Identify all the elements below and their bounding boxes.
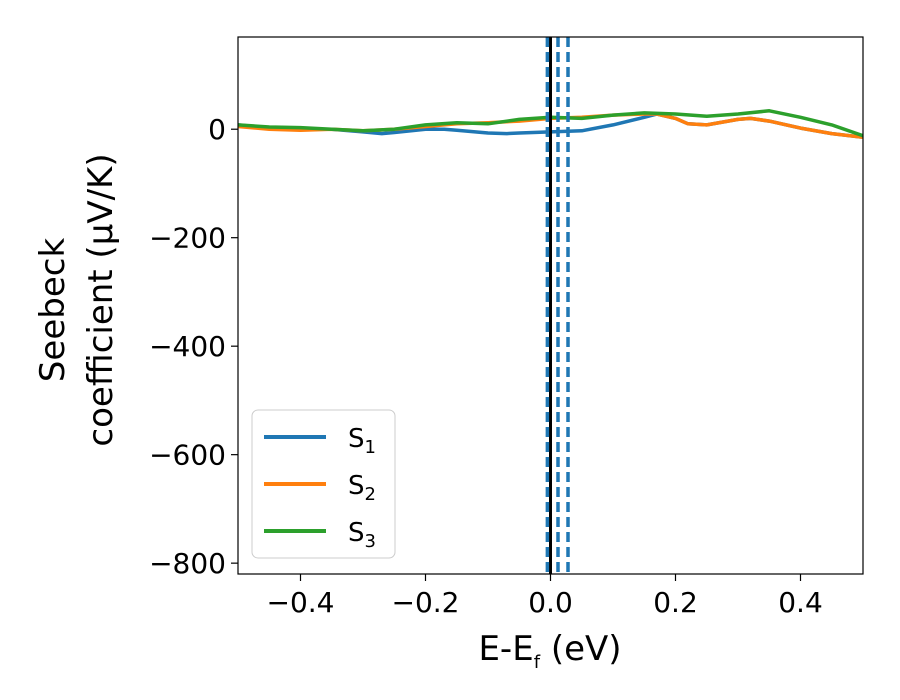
x-axis-label: E-Ef (eV) <box>478 629 621 673</box>
y-axis-label: Seebeck coefficient (μV/K) <box>33 153 121 446</box>
y-tick-label: −600 <box>149 439 226 472</box>
y-axis-label-line2: coefficient (μV/K) <box>81 153 121 446</box>
x-tick-label: 0.2 <box>653 586 698 619</box>
y-tick-label: 0 <box>208 113 226 146</box>
x-tick-label: 0.4 <box>778 586 823 619</box>
x-tick-label: 0.0 <box>528 586 573 619</box>
x-tick-label: −0.4 <box>267 586 335 619</box>
y-tick-label: −200 <box>149 222 226 255</box>
x-tick-label: −0.2 <box>392 586 460 619</box>
y-axis-ticks: −800 −600 −400 −200 0 <box>149 113 238 580</box>
y-axis-label-line1: Seebeck <box>33 238 73 383</box>
x-axis-ticks: −0.4 −0.2 0.0 0.2 0.4 <box>267 574 823 619</box>
seebeck-chart: −0.4 −0.2 0.0 0.2 0.4 −800 −600 −400 −200 0 E-Ef… <box>0 0 900 700</box>
y-tick-label: −400 <box>149 330 226 363</box>
y-tick-label: −800 <box>149 547 226 580</box>
